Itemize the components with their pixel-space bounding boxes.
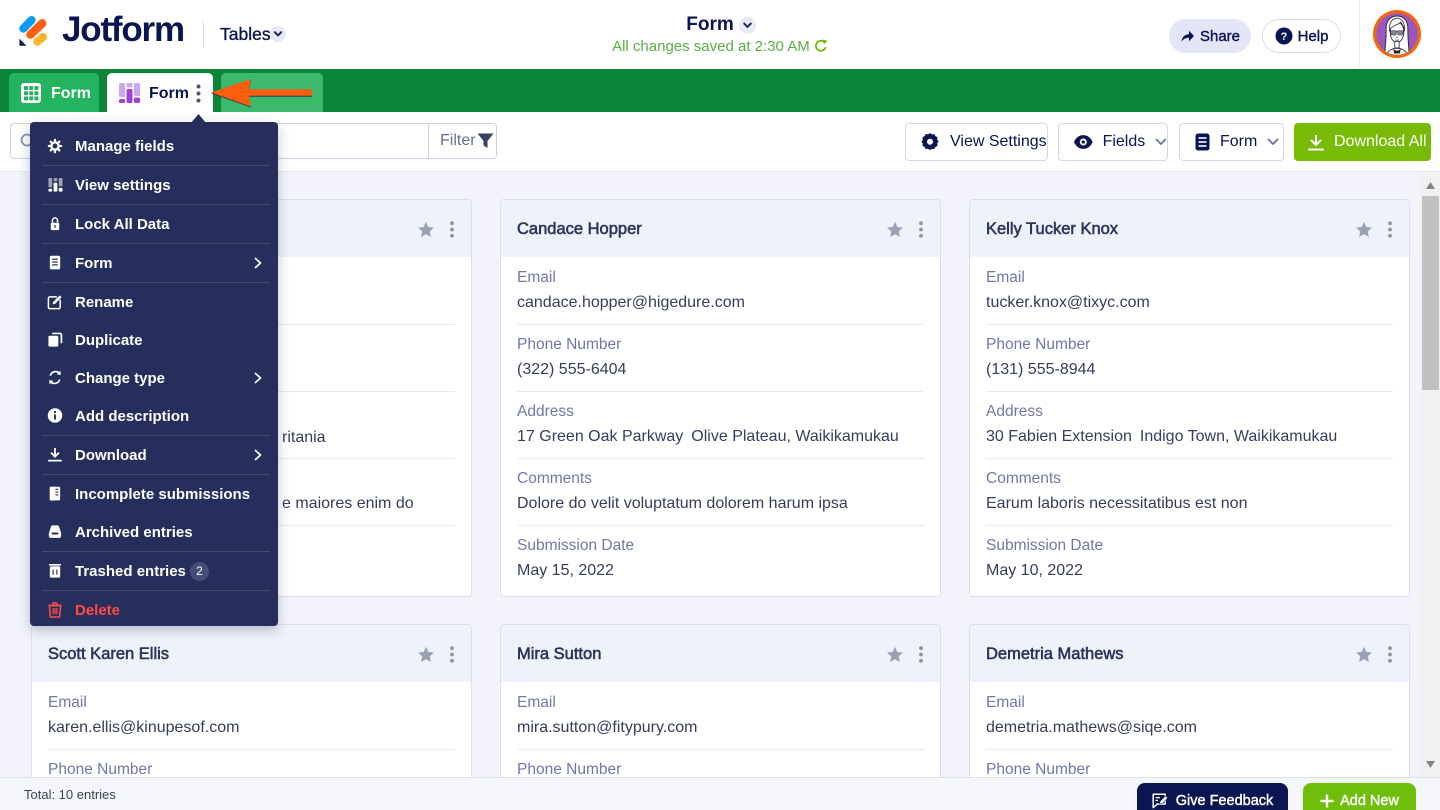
svg-text:?: ? [1280, 31, 1287, 43]
